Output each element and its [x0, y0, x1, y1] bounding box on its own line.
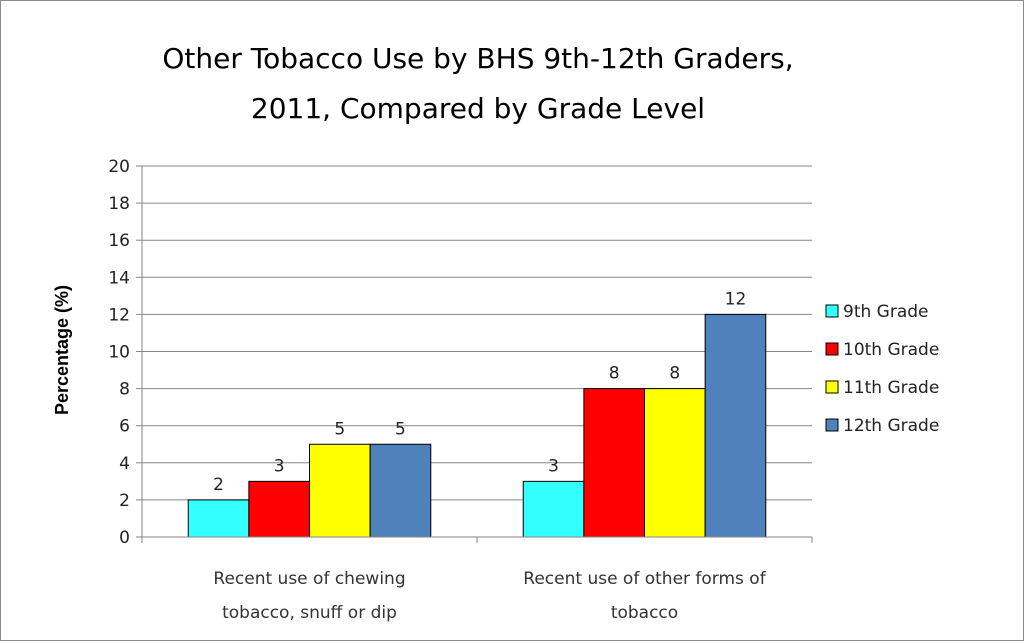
category-label: tobacco: [611, 603, 678, 623]
y-tick-label: 14: [108, 268, 130, 288]
y-tick-label: 20: [108, 157, 130, 177]
y-axis-label: Percentage (%): [52, 285, 72, 415]
y-tick-label: 0: [119, 528, 130, 548]
data-label: 8: [609, 364, 620, 384]
legend-swatch: [825, 304, 839, 318]
chart-title-line-2: 2011, Compared by Grade Level: [251, 92, 705, 125]
category-label: Recent use of chewing: [213, 569, 405, 589]
data-labels: 2 3 5 5 3 8 8 12: [213, 289, 746, 495]
y-tick-label: 6: [119, 417, 130, 437]
legend-label: 12th Grade: [843, 416, 939, 436]
y-tick-label: 18: [108, 194, 130, 214]
y-tick-label: 2: [119, 491, 130, 511]
data-label: 12: [725, 289, 747, 309]
axes: [141, 166, 813, 543]
bar: [309, 443, 371, 538]
data-label: 2: [213, 475, 224, 495]
legend: 9th Grade 10th Grade 11th Grade 12th Grade: [825, 302, 939, 436]
bar: [644, 388, 706, 538]
data-label: 5: [334, 419, 345, 439]
y-tick-label: 4: [119, 454, 130, 474]
bar: [248, 480, 311, 538]
legend-swatch: [825, 418, 839, 432]
data-label: 3: [274, 456, 285, 476]
bar: [704, 313, 767, 538]
y-tick-label: 8: [119, 380, 130, 400]
category-label: tobacco, snuff or dip: [222, 603, 397, 623]
bar: [369, 443, 432, 538]
legend-swatch: [825, 342, 839, 356]
y-tick-label: 12: [108, 305, 130, 325]
legend-label: 10th Grade: [843, 340, 939, 360]
legend-label: 9th Grade: [843, 302, 929, 322]
category-labels: Recent use of chewing tobacco, snuff or d…: [213, 569, 766, 623]
legend-swatch: [825, 380, 839, 394]
chart-title-line-1: Other Tobacco Use by BHS 9th-12th Grader…: [162, 42, 793, 75]
chart-title: Other Tobacco Use by BHS 9th-12th Grader…: [162, 42, 793, 125]
bar: [522, 480, 585, 538]
category-label: Recent use of other forms of: [523, 569, 766, 589]
data-label: 5: [395, 419, 406, 439]
data-label: 3: [548, 456, 559, 476]
bars: [187, 313, 767, 538]
data-label: 8: [669, 364, 680, 384]
legend-label: 11th Grade: [843, 378, 939, 398]
y-tick-label: 10: [108, 343, 130, 363]
bar: [583, 388, 645, 538]
bar: [187, 499, 250, 538]
y-tick-label: 16: [108, 231, 130, 251]
y-axis-ticks: 0 2 4 6 8 10 12 14 16 18 20: [108, 157, 142, 548]
